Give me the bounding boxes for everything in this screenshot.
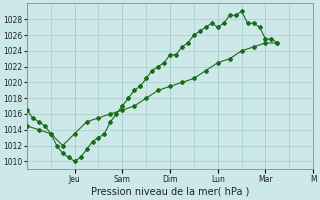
X-axis label: Pression niveau de la mer( hPa ): Pression niveau de la mer( hPa ) bbox=[91, 187, 249, 197]
